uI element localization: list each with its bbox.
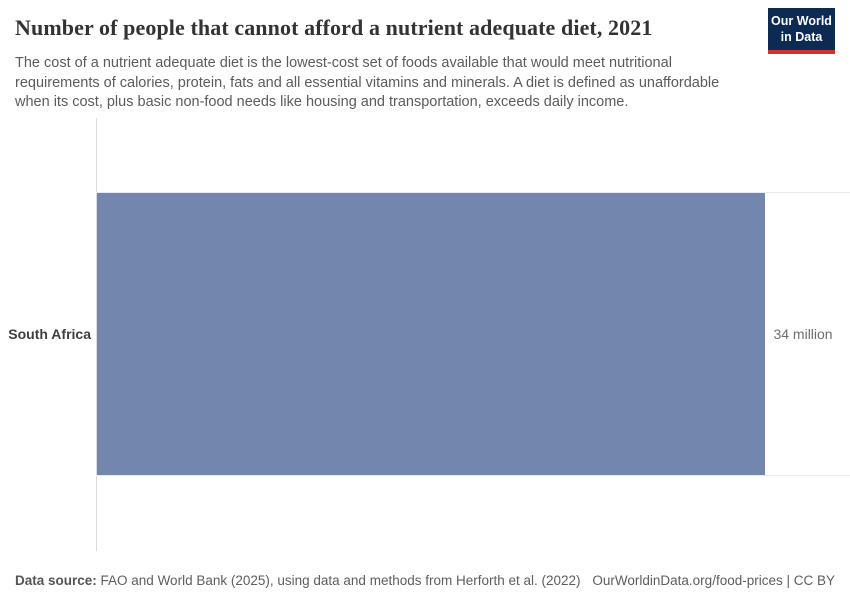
owid-logo[interactable]: Our World in Data <box>768 8 835 54</box>
chart-footer: Data source: FAO and World Bank (2025), … <box>15 572 835 589</box>
chart-plot-area: South Africa 34 million <box>0 118 850 551</box>
chart-title: Number of people that cannot afford a nu… <box>15 15 653 40</box>
subtitle-line: requirements of calories, protein, fats … <box>15 74 720 91</box>
chart-subtitle: The cost of a nutrient adequate diet is … <box>15 54 760 113</box>
entity-label-south-africa: South Africa <box>8 326 91 342</box>
bar-track: 34 million <box>97 193 850 475</box>
bar-south-africa[interactable] <box>97 193 766 475</box>
subtitle-line: The cost of a nutrient adequate diet is … <box>15 55 672 71</box>
data-source-note: Data source: FAO and World Bank (2025), … <box>15 572 581 589</box>
value-label-south-africa: 34 million <box>773 326 833 342</box>
bar-row-south-africa: South Africa 34 million <box>8 192 850 476</box>
subtitle-line: when its cost, plus basic non-food needs… <box>15 94 629 110</box>
chart-header: Number of people that cannot afford a nu… <box>0 0 850 113</box>
y-axis-line <box>96 118 97 551</box>
owid-logo-line-2: in Data <box>780 29 823 44</box>
owid-logo-line-1: Our World <box>771 14 832 28</box>
data-source-label: Data source: <box>15 573 97 588</box>
owid-url-license-link[interactable]: OurWorldinData.org/food-prices | CC BY <box>592 573 835 588</box>
data-source-text: FAO and World Bank (2025), using data an… <box>96 573 581 588</box>
